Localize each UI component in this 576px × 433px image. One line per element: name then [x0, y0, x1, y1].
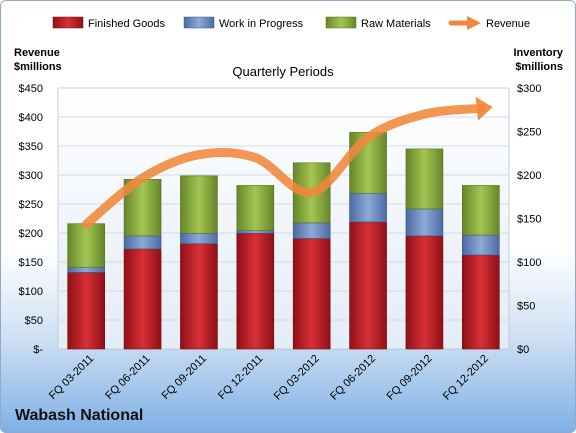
bar-work-in-progress [462, 234, 500, 256]
right-tick-label: $50 [517, 301, 535, 313]
bar-raw-materials [236, 185, 275, 231]
bar-finished-goods [67, 272, 105, 350]
right-tick-label: $100 [517, 257, 541, 269]
legend-swatch-revenue [448, 16, 481, 30]
bar-work-in-progress [236, 230, 275, 234]
x-tick-label: FQ 09-2012 [385, 353, 435, 403]
x-tick-label: FQ 12-2012 [441, 353, 491, 403]
left-tick-label: $- [33, 344, 43, 356]
bar-work-in-progress [123, 235, 162, 250]
legend-swatch-work-in-progress [183, 16, 215, 29]
right-tick-label: $250 [517, 127, 541, 139]
left-tick-label: $200 [19, 228, 43, 240]
x-axis-ticks: FQ 03-2011 FQ 06-2011 FQ 09-2011 FQ 12-2011… [47, 353, 491, 403]
bar-work-in-progress [180, 232, 218, 245]
legend-label-work-in-progress: Work in Progress [219, 18, 304, 30]
legend-swatch-finished-goods [52, 16, 84, 29]
legend-label-raw-materials: Raw Materials [361, 18, 431, 30]
bar-raw-materials [462, 185, 500, 236]
x-tick-label: FQ 06-2012 [328, 353, 378, 403]
bar-finished-goods [349, 221, 387, 350]
bar-finished-goods [292, 238, 331, 350]
right-tick-label: $200 [517, 170, 541, 182]
bar-series [67, 132, 500, 350]
bar-finished-goods [123, 248, 162, 350]
left-tick-label: $350 [19, 141, 43, 153]
legend-swatch-raw-materials [325, 16, 357, 29]
right-tick-label: $300 [517, 83, 541, 95]
x-tick-label: FQ 09-2011 [160, 353, 209, 402]
left-tick-label: $400 [19, 112, 43, 124]
right-tick-label: $0 [517, 344, 529, 356]
left-axis-label-line2: $millions [14, 61, 62, 73]
bar-finished-goods [462, 254, 500, 350]
bar-work-in-progress [349, 192, 387, 223]
bar-work-in-progress [405, 208, 444, 237]
right-axis-ticks: $0 $50 $100 $150 $200 $250 $300 [517, 83, 541, 356]
left-tick-label: $300 [19, 170, 43, 182]
bar-finished-goods [180, 243, 218, 350]
legend-label-revenue: Revenue [486, 18, 530, 30]
bar-work-in-progress [292, 222, 331, 239]
revenue-line [81, 103, 486, 229]
left-tick-label: $100 [19, 286, 43, 298]
bar-finished-goods [236, 232, 275, 350]
bar-work-in-progress [67, 266, 105, 273]
left-axis-label-line1: Revenue [14, 47, 60, 59]
chart-title: Quarterly Periods [232, 64, 334, 79]
x-tick-label: FQ 03-2011 [47, 353, 96, 402]
x-tick-label: FQ 03-2012 [272, 353, 322, 403]
revenue-series [81, 96, 493, 229]
legend: Finished Goods Work in Progress Raw Mate… [52, 16, 530, 30]
left-tick-label: $250 [19, 199, 43, 211]
x-tick-label: FQ 06-2011 [103, 353, 152, 402]
legend-label-finished-goods: Finished Goods [88, 18, 166, 30]
bar-finished-goods [405, 235, 444, 350]
bar-raw-materials [405, 148, 444, 210]
right-axis-label-line1: Inventory [513, 47, 563, 59]
revenue-arrowhead [475, 96, 493, 121]
left-axis-ticks: $- $50 $100 $150 $200 $250 $300 $350 $400 $450 [19, 83, 44, 356]
left-tick-label: $450 [19, 83, 43, 95]
x-tick-label: FQ 12-2011 [216, 353, 265, 402]
left-tick-label: $50 [25, 315, 43, 327]
bar-raw-materials [67, 223, 105, 268]
right-axis-label-line2: $millions [515, 61, 563, 73]
company-name: Wabash National [15, 407, 143, 424]
bar-raw-materials [180, 175, 218, 234]
right-tick-label: $150 [517, 214, 541, 226]
left-tick-label: $150 [19, 257, 43, 269]
